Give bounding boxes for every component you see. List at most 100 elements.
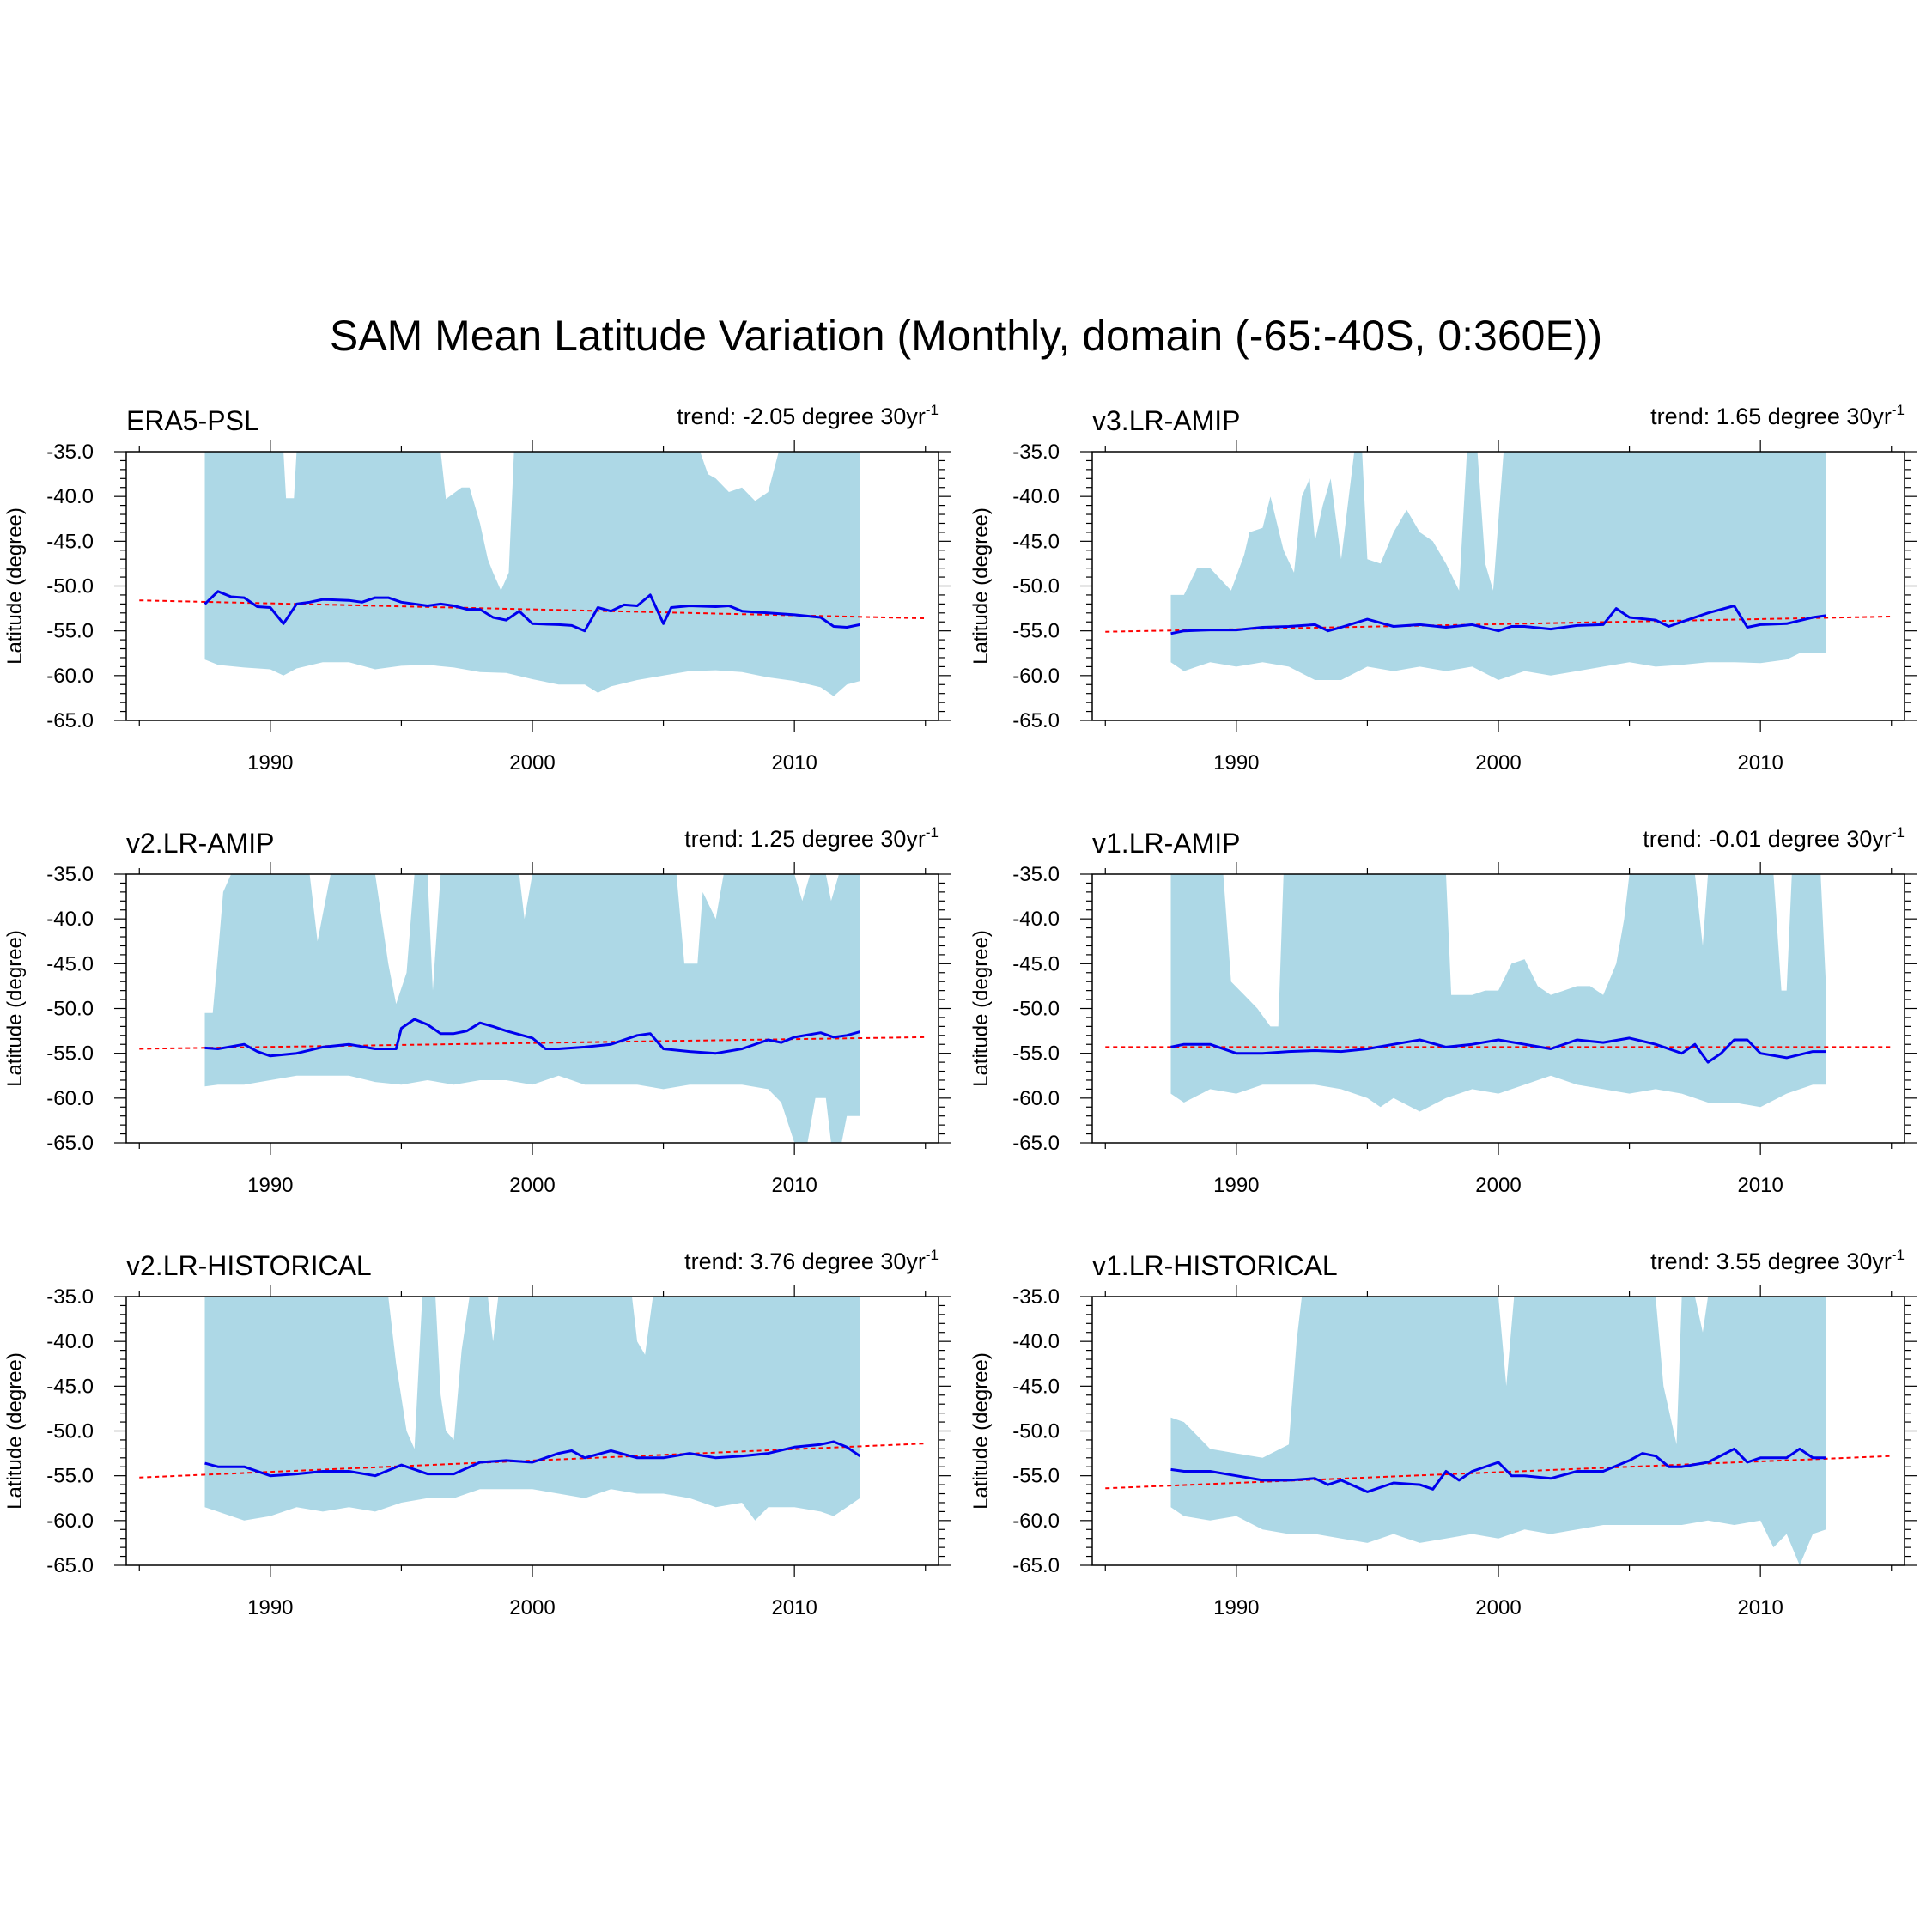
y-tick-label: -45.0 xyxy=(46,1375,94,1398)
figure-title: SAM Mean Latitude Variation (Monthly, do… xyxy=(329,312,1603,360)
mean-latitude-line xyxy=(1170,605,1826,635)
y-tick-label: -40.0 xyxy=(46,485,94,508)
mean-latitude-line xyxy=(1170,1036,1826,1064)
trend-label-superscript: -1 xyxy=(926,1247,939,1263)
x-tick-label: 2000 xyxy=(1475,751,1521,775)
panel-3: -35.0 -40.0 -45.0 -50.0 -55.0 -60.0 -65.0 1990 2… xyxy=(3,824,951,1197)
y-tick-label: -50.0 xyxy=(1012,1420,1060,1443)
trend-label: trend: 1.25 degree 30yr-1 xyxy=(684,824,939,852)
y-tick-label: -45.0 xyxy=(1012,530,1060,553)
y-tick-label: -35.0 xyxy=(46,440,94,464)
y-axis-label: Latitude (degree) xyxy=(969,930,993,1087)
y-axis-label: Latitude (degree) xyxy=(969,507,993,665)
trend-label-superscript: -1 xyxy=(926,824,939,841)
mean-latitude-line xyxy=(204,1440,861,1478)
y-axis-label: Latitude (degree) xyxy=(3,1352,27,1510)
mean-latitude-line xyxy=(204,590,860,633)
y-tick-label: -40.0 xyxy=(1012,1330,1060,1353)
y-tick-label: -45.0 xyxy=(1012,952,1060,975)
x-tick-label: 1990 xyxy=(1213,1174,1259,1197)
panel-name: v1.LR-HISTORICAL xyxy=(1092,1250,1338,1281)
y-tick-label: -50.0 xyxy=(1012,998,1060,1021)
x-tick-label: 2000 xyxy=(509,1596,555,1619)
y-tick-label: -55.0 xyxy=(1012,1465,1060,1488)
y-tick-label: -50.0 xyxy=(1012,575,1060,598)
y-tick-label: -55.0 xyxy=(1012,620,1060,643)
y-tick-label: -55.0 xyxy=(46,620,94,643)
mean-latitude-line xyxy=(204,1018,860,1058)
trend-label-text: trend: 1.25 degree 30yr xyxy=(684,826,926,852)
y-tick-label: -50.0 xyxy=(46,1420,94,1443)
y-tick-label: -60.0 xyxy=(46,1087,94,1110)
trend-label-text: trend: 3.55 degree 30yr xyxy=(1650,1249,1892,1274)
y-tick-label: -35.0 xyxy=(46,1285,94,1309)
trend-label-superscript: -1 xyxy=(926,402,939,418)
spread-band xyxy=(204,452,860,696)
trend-label-superscript: -1 xyxy=(1892,402,1905,418)
y-tick-label: -60.0 xyxy=(1012,1087,1060,1110)
trend-label-text: trend: 1.65 degree 30yr xyxy=(1650,404,1892,429)
y-tick-label: -65.0 xyxy=(1012,709,1060,732)
spread-band xyxy=(204,874,860,1143)
y-tick-label: -50.0 xyxy=(46,575,94,598)
panel-name: v1.LR-AMIP xyxy=(1092,828,1240,859)
y-tick-label: -40.0 xyxy=(1012,485,1060,508)
y-tick-label: -60.0 xyxy=(46,1510,94,1533)
y-tick-label: -60.0 xyxy=(1012,665,1060,688)
y-tick-label: -45.0 xyxy=(46,530,94,553)
y-tick-label: -65.0 xyxy=(1012,1554,1060,1577)
panel-4: -35.0 -40.0 -45.0 -50.0 -55.0 -60.0 -65.0 1990 2… xyxy=(969,824,1917,1197)
x-tick-label: 2000 xyxy=(509,1174,555,1197)
x-tick-label: 2010 xyxy=(1737,1596,1783,1619)
y-tick-label: -65.0 xyxy=(46,709,94,732)
y-tick-label: -40.0 xyxy=(1012,908,1060,931)
panel-1: -35.0 -40.0 -45.0 -50.0 -55.0 -60.0 -65.0 1990 2… xyxy=(3,402,951,775)
y-tick-label: -55.0 xyxy=(1012,1042,1060,1066)
x-tick-label: 1990 xyxy=(247,1596,293,1619)
y-tick-label: -35.0 xyxy=(1012,863,1060,886)
y-tick-label: -65.0 xyxy=(46,1132,94,1155)
mean-latitude-line xyxy=(1170,1447,1826,1493)
x-tick-label: 2010 xyxy=(771,1596,817,1619)
y-tick-label: -45.0 xyxy=(46,952,94,975)
trend-label-text: trend: 3.76 degree 30yr xyxy=(684,1249,926,1274)
y-tick-label: -60.0 xyxy=(46,665,94,688)
y-tick-label: -40.0 xyxy=(46,908,94,931)
y-tick-label: -35.0 xyxy=(1012,1285,1060,1309)
trend-label: trend: 3.76 degree 30yr-1 xyxy=(684,1247,939,1274)
trend-label: trend: -2.05 degree 30yr-1 xyxy=(677,402,939,429)
panel-5: -35.0 -40.0 -45.0 -50.0 -55.0 -60.0 -65.0 1990 2… xyxy=(3,1247,951,1619)
trend-label: trend: 1.65 degree 30yr-1 xyxy=(1650,402,1905,429)
x-tick-label: 2010 xyxy=(771,751,817,775)
spread-band xyxy=(204,1297,860,1521)
y-tick-label: -55.0 xyxy=(46,1042,94,1066)
y-axis-label: Latitude (degree) xyxy=(3,930,27,1087)
spread-band xyxy=(1170,452,1826,680)
trend-label-text: trend: -0.01 degree 30yr xyxy=(1643,826,1892,852)
x-tick-label: 1990 xyxy=(1213,1596,1259,1619)
y-tick-label: -50.0 xyxy=(46,998,94,1021)
y-tick-label: -55.0 xyxy=(46,1465,94,1488)
panel-2: -35.0 -40.0 -45.0 -50.0 -55.0 -60.0 -65.0 1990 2… xyxy=(969,402,1917,775)
trend-label-superscript: -1 xyxy=(1892,1247,1905,1263)
x-tick-label: 2010 xyxy=(771,1174,817,1197)
x-tick-label: 2010 xyxy=(1737,1174,1783,1197)
y-tick-label: -45.0 xyxy=(1012,1375,1060,1398)
x-tick-label: 1990 xyxy=(247,1174,293,1197)
trend-label: trend: 3.55 degree 30yr-1 xyxy=(1650,1247,1905,1274)
y-tick-label: -60.0 xyxy=(1012,1510,1060,1533)
trend-label: trend: -0.01 degree 30yr-1 xyxy=(1643,824,1905,852)
panel-name: v2.LR-AMIP xyxy=(126,828,274,859)
trend-label-text: trend: -2.05 degree 30yr xyxy=(677,404,926,429)
y-axis-label: Latitude (degree) xyxy=(3,507,27,665)
x-tick-label: 2000 xyxy=(1475,1174,1521,1197)
spread-band xyxy=(1170,1297,1826,1565)
trend-label-superscript: -1 xyxy=(1892,824,1905,841)
y-axis-label: Latitude (degree) xyxy=(969,1352,993,1510)
panel-name: v3.LR-AMIP xyxy=(1092,405,1240,436)
x-tick-label: 2010 xyxy=(1737,751,1783,775)
spread-band xyxy=(1170,874,1826,1112)
x-tick-label: 2000 xyxy=(509,751,555,775)
panel-name: ERA5-PSL xyxy=(126,405,259,436)
